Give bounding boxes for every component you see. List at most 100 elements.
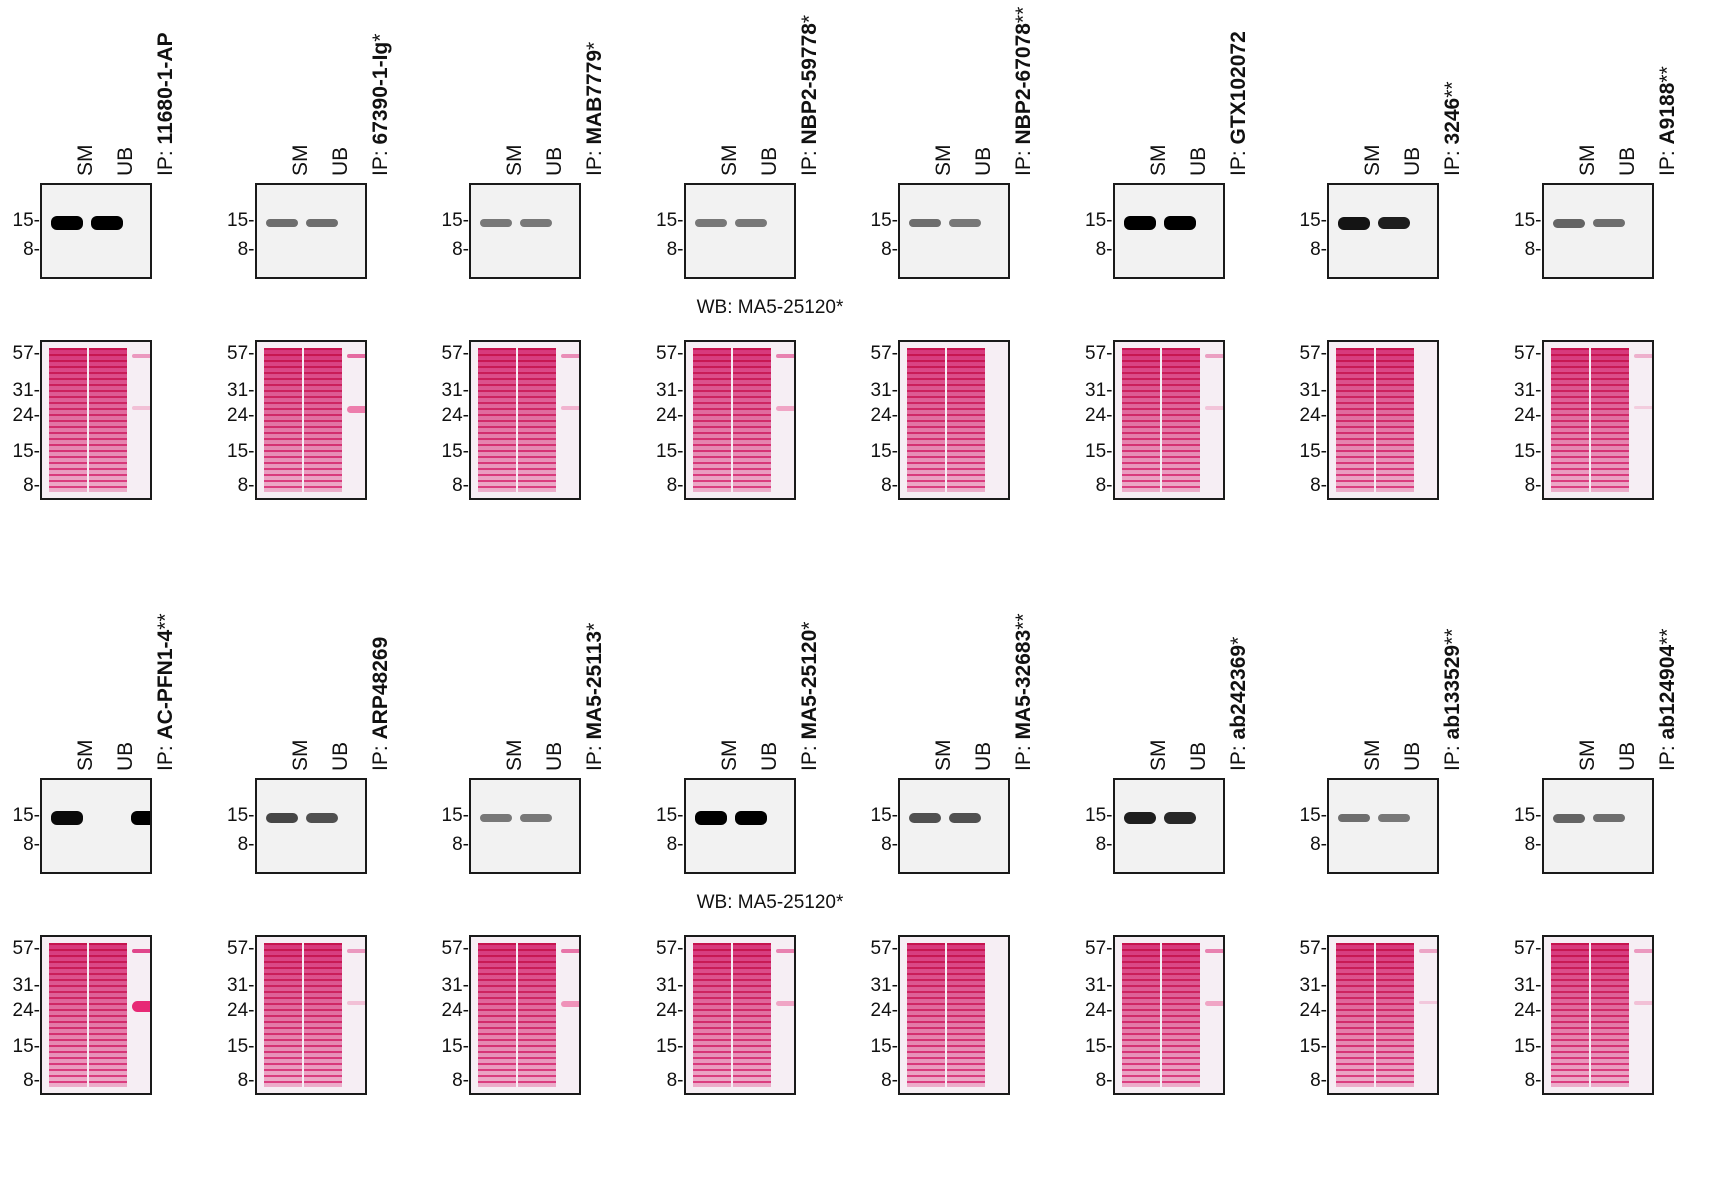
wb-band-ub bbox=[734, 811, 767, 825]
stain-marker-label: 24- bbox=[227, 405, 255, 426]
wb-marker-label: 15- bbox=[656, 805, 684, 826]
lane-label-text: IP: bbox=[797, 144, 821, 176]
lane-label-ub: UB bbox=[972, 742, 996, 771]
ponceau-stain-panel bbox=[1112, 340, 1225, 500]
stain-marker-label: 57- bbox=[1514, 938, 1542, 959]
lane-label-sm: SM bbox=[1361, 145, 1385, 177]
stain-lane-ub bbox=[732, 943, 771, 1087]
stain-marker-label: 8- bbox=[881, 1070, 898, 1091]
ip-antibody-name: MAB7779 bbox=[583, 49, 606, 145]
lane-label-sm: SM bbox=[289, 145, 313, 177]
wb-band-sm bbox=[51, 216, 83, 230]
lane-label-text: SM bbox=[1575, 144, 1599, 177]
ip-antibody-mark: ** bbox=[1441, 81, 1464, 98]
stain-marker-label: 8- bbox=[452, 475, 469, 496]
ponceau-stain-panel bbox=[1541, 935, 1654, 1095]
lane-label-sm: SM bbox=[932, 145, 956, 177]
stain-lane-sm bbox=[692, 943, 731, 1087]
lane-label-ip: IP: 3246** bbox=[1441, 81, 1465, 176]
lane-label-ip: IP: MA5-32683** bbox=[1012, 613, 1036, 771]
stain-marker-label: 57- bbox=[870, 343, 898, 364]
stain-marker-label: 8- bbox=[1524, 475, 1542, 496]
western-blot-panel bbox=[898, 183, 1010, 279]
stain-lane-ub bbox=[518, 943, 556, 1087]
wb-marker-label: 8- bbox=[23, 834, 40, 855]
stain-marker-label: 57- bbox=[1299, 938, 1327, 959]
wb-marker-label: 15- bbox=[441, 210, 469, 231]
stain-heavy-chain-band bbox=[132, 949, 150, 953]
wb-band-sm bbox=[694, 219, 727, 227]
ponceau-stain-panel bbox=[1327, 935, 1439, 1095]
ip-antibody-mark: ** bbox=[154, 613, 177, 630]
stain-marker-label: 57- bbox=[441, 343, 469, 364]
lane-label-sm: SM bbox=[718, 145, 742, 177]
wb-marker-label: 8- bbox=[1095, 834, 1113, 855]
stain-marker-label: 8- bbox=[23, 1070, 40, 1091]
lane-label-text: UB bbox=[1615, 146, 1639, 176]
western-blot-panel bbox=[254, 778, 367, 874]
stain-marker-label: 15- bbox=[1514, 441, 1542, 462]
ip-antibody-name: ab133529 bbox=[1441, 644, 1464, 740]
stain-heavy-chain-band bbox=[561, 354, 579, 358]
figure-row-1: SM UB IP: 11680-1-AP 15- 8- 57- 31- 24- 15- 8- SM U… bbox=[0, 0, 1713, 560]
stain-marker-label: 31- bbox=[12, 380, 40, 401]
lane-label-text: SM bbox=[74, 144, 97, 177]
lane-label-text: SM bbox=[503, 144, 526, 177]
stain-marker-label: 8- bbox=[881, 475, 898, 496]
western-blot-panel bbox=[683, 778, 796, 874]
wb-band-ub bbox=[1163, 216, 1196, 230]
wb-band-ub bbox=[520, 814, 552, 822]
ip-antibody-mark: ** bbox=[1441, 628, 1464, 645]
lane-label-ip: IP: NBP2-67078** bbox=[1012, 7, 1036, 176]
lane-label-ub: UB bbox=[329, 147, 353, 176]
western-blot-panel bbox=[1541, 778, 1654, 874]
lane-label-sm: SM bbox=[74, 145, 98, 177]
figure-row-2: SM UB IP: AC-PFN1-4** 15- 8- 57- 31- 24- 15- 8- SM… bbox=[0, 595, 1713, 1155]
lane-label-ub: UB bbox=[543, 742, 567, 771]
wb-caption: WB: MA5-25120* bbox=[696, 297, 844, 318]
stain-lane-ub bbox=[518, 348, 556, 492]
ponceau-stain-panel bbox=[683, 935, 796, 1095]
wb-band-ub bbox=[91, 216, 123, 230]
stain-heavy-chain-band bbox=[346, 354, 365, 358]
lane-label-ub: UB bbox=[329, 742, 353, 771]
stain-marker-label: 24- bbox=[1514, 405, 1542, 426]
wb-marker-label: 8- bbox=[1310, 834, 1327, 855]
ip-antibody-name: MA5-25113 bbox=[583, 630, 606, 740]
ip-antibody-mark: ** bbox=[1012, 6, 1035, 24]
lane-label-text: SM bbox=[503, 739, 526, 772]
stain-heavy-chain-band bbox=[1633, 354, 1652, 358]
lane-label-text: IP: bbox=[154, 739, 177, 771]
wb-marker-label: 8- bbox=[1524, 834, 1542, 855]
stain-marker-label: 8- bbox=[237, 475, 255, 496]
stain-marker-label: 8- bbox=[237, 1070, 255, 1091]
stain-lane-ub bbox=[303, 943, 342, 1087]
stain-marker-label: 57- bbox=[656, 343, 684, 364]
stain-marker-label: 57- bbox=[12, 938, 40, 959]
western-blot-panel bbox=[1541, 183, 1654, 279]
stain-lane-ub bbox=[1376, 943, 1414, 1087]
stain-lane-sm bbox=[692, 348, 731, 492]
ip-antibody-name: ab242369 bbox=[1226, 644, 1250, 740]
lane-label-sm: SM bbox=[503, 145, 527, 177]
stain-lane-sm bbox=[1336, 348, 1374, 492]
wb-marker-label: 15- bbox=[1299, 805, 1327, 826]
stain-lane-ub bbox=[947, 348, 985, 492]
stain-lane-ub bbox=[1161, 943, 1200, 1087]
stain-marker-label: 8- bbox=[1095, 1070, 1113, 1091]
ip-antibody-mark: * bbox=[797, 621, 821, 630]
lane-label-text: SM bbox=[288, 144, 312, 177]
lane-label-ub: UB bbox=[1616, 147, 1640, 176]
lane-label-text: IP: bbox=[1012, 144, 1035, 176]
stain-lane-ub bbox=[732, 348, 771, 492]
ip-antibody-mark: * bbox=[797, 14, 821, 24]
stain-light-chain-band bbox=[775, 406, 794, 411]
lane-label-ip: IP: ab242369* bbox=[1227, 637, 1251, 771]
lane-label-ip: IP: MA5-25113* bbox=[583, 623, 607, 771]
stain-lane-sm bbox=[478, 348, 516, 492]
wb-marker-label: 8- bbox=[452, 239, 469, 260]
stain-lane-ub bbox=[947, 943, 985, 1087]
stain-marker-label: 15- bbox=[227, 1036, 255, 1057]
stain-lane-sm bbox=[263, 943, 302, 1087]
wb-marker-label: 15- bbox=[441, 805, 469, 826]
